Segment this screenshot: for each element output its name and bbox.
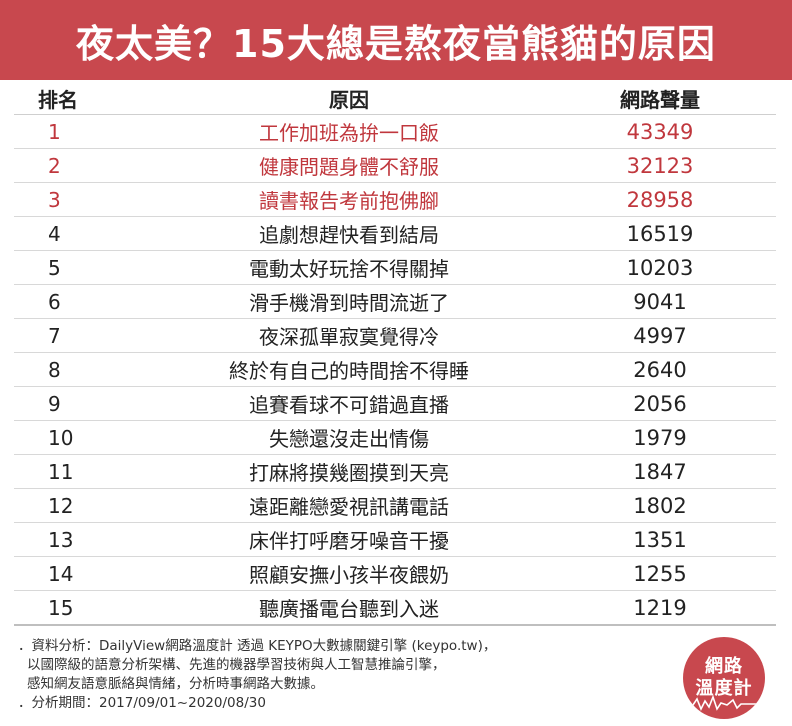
rank-cell: 15	[14, 590, 114, 626]
rank-cell: 1	[14, 114, 114, 149]
title-banner: 夜太美？15大總是熬夜當熊貓的原因	[0, 0, 792, 80]
rank-cell: 10	[14, 420, 114, 455]
logo-text-line2: 溫度計	[695, 678, 753, 699]
rank-cell: 13	[14, 522, 114, 557]
table-row: 6 滑手機滑到時間流逝了 9041	[14, 284, 776, 319]
note-line: 以國際級的語意分析架構、先進的機器學習技術與人工智慧推論引擎，	[27, 657, 446, 673]
reason-cell: 失戀還沒走出情傷	[114, 420, 584, 455]
table-row: 5 電動太好玩捨不得關掉 10203	[14, 250, 776, 285]
volume-cell: 2056	[584, 386, 776, 421]
volume-cell: 32123	[584, 148, 776, 183]
table-row: 3 讀書報告考前抱佛腳 28958	[14, 182, 776, 217]
volume-cell: 28958	[584, 182, 776, 217]
rank-cell: 11	[14, 454, 114, 489]
volume-cell: 9041	[584, 284, 776, 319]
table-row: 8 終於有自己的時間捨不得睡 2640	[14, 352, 776, 387]
volume-cell: 4997	[584, 318, 776, 353]
volume-cell: 43349	[584, 114, 776, 149]
table-row: 11 打麻將摸幾圈摸到天亮 1847	[14, 454, 776, 489]
reason-cell: 聽廣播電台聽到入迷	[114, 590, 584, 626]
rank-cell: 2	[14, 148, 114, 183]
page-title: 夜太美？15大總是熬夜當熊貓的原因	[76, 21, 716, 66]
reason-cell: 夜深孤單寂寞覺得冷	[114, 318, 584, 353]
rank-cell: 3	[14, 182, 114, 217]
table-header-row: 排名 原因 網路聲量	[14, 82, 776, 115]
reason-cell: 終於有自己的時間捨不得睡	[114, 352, 584, 387]
volume-cell: 16519	[584, 216, 776, 251]
volume-cell: 1351	[584, 522, 776, 557]
note-line: ．資料分析：DailyView網路溫度計 透過 KEYPO大數據關鍵引擎 (ke…	[18, 638, 497, 654]
header-rank: 排名	[14, 82, 114, 115]
rank-cell: 6	[14, 284, 114, 319]
header-volume: 網路聲量	[584, 82, 776, 115]
rank-cell: 8	[14, 352, 114, 387]
reason-cell: 工作加班為拚一口飯	[114, 114, 584, 149]
reason-cell: 電動太好玩捨不得關掉	[114, 250, 584, 285]
volume-cell: 1979	[584, 420, 776, 455]
table-row: 12 遠距離戀愛視訊講電話 1802	[14, 488, 776, 523]
volume-cell: 1255	[584, 556, 776, 591]
table-row: 10 失戀還沒走出情傷 1979	[14, 420, 776, 455]
rank-cell: 14	[14, 556, 114, 591]
rank-cell: 5	[14, 250, 114, 285]
note-line: ．分析期間：2017/09/01~2020/08/30	[18, 695, 266, 711]
dailyview-logo: 網路 溫度計	[683, 637, 765, 719]
table-row: 14 照顧安撫小孩半夜餵奶 1255	[14, 556, 776, 591]
table-row: 13 床伴打呼磨牙噪音干擾 1351	[14, 522, 776, 557]
volume-cell: 1219	[584, 590, 776, 626]
reason-cell: 遠距離戀愛視訊講電話	[114, 488, 584, 523]
reason-cell: 打麻將摸幾圈摸到天亮	[114, 454, 584, 489]
table-row: 7 夜深孤單寂寞覺得冷 4997	[14, 318, 776, 353]
reason-cell: 床伴打呼磨牙噪音干擾	[114, 522, 584, 557]
reason-cell: 追賽看球不可錯過直播	[114, 386, 584, 421]
table-row: 9 追賽看球不可錯過直播 2056	[14, 386, 776, 421]
reason-cell: 讀書報告考前抱佛腳	[114, 182, 584, 217]
reason-cell: 追劇想趕快看到結局	[114, 216, 584, 251]
source-notes: ．資料分析：DailyView網路溫度計 透過 KEYPO大數據關鍵引擎 (ke…	[18, 637, 658, 713]
reason-cell: 滑手機滑到時間流逝了	[114, 284, 584, 319]
logo-text-line1: 網路	[705, 656, 743, 677]
rank-cell: 9	[14, 386, 114, 421]
table-row: 15 聽廣播電台聽到入迷 1219	[14, 590, 776, 626]
rank-cell: 7	[14, 318, 114, 353]
table-row: 1 工作加班為拚一口飯 43349	[14, 114, 776, 149]
rank-cell: 4	[14, 216, 114, 251]
reason-cell: 健康問題身體不舒服	[114, 148, 584, 183]
volume-cell: 2640	[584, 352, 776, 387]
reason-cell: 照顧安撫小孩半夜餵奶	[114, 556, 584, 591]
note-line: 感知網友語意脈絡與情緒，分析時事網路大數據。	[27, 676, 324, 692]
volume-cell: 1802	[584, 488, 776, 523]
pulse-wave-icon	[683, 694, 765, 711]
ranking-table-body: 1 工作加班為拚一口飯 43349 2 健康問題身體不舒服 32123 3 讀書報告考前抱佛腳…	[14, 114, 776, 626]
table-row: 4 追劇想趕快看到結局 16519	[14, 216, 776, 251]
volume-cell: 10203	[584, 250, 776, 285]
ranking-table: 排名 原因 網路聲量 1 工作加班為拚一口飯 43349 2 健康問題身體不舒服 3212…	[14, 82, 776, 626]
volume-cell: 1847	[584, 454, 776, 489]
table-row: 2 健康問題身體不舒服 32123	[14, 148, 776, 183]
rank-cell: 12	[14, 488, 114, 523]
header-reason: 原因	[114, 82, 584, 115]
